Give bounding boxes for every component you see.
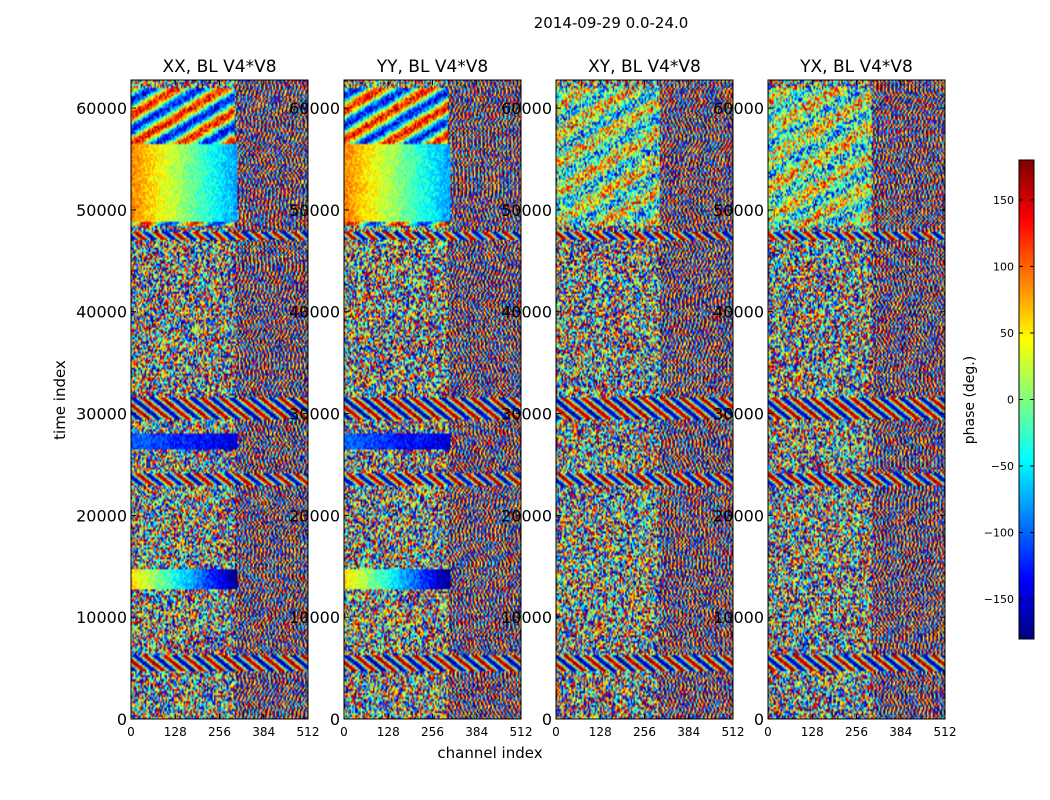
y-tick-label: 10000	[501, 608, 552, 627]
colorbar-label: phase (deg.)	[962, 356, 978, 444]
y-tick-label: 40000	[289, 303, 340, 322]
x-tick-label: 256	[845, 725, 868, 739]
panel-yx: YX, BL V4*V8 0 128 256 384 512 0 10000 20000 3000…	[713, 57, 956, 739]
y-tick-label: 20000	[289, 506, 340, 525]
y-tick-label: 40000	[501, 303, 552, 322]
colorbar-tick-label: 0	[1007, 394, 1014, 407]
phase-image	[344, 80, 521, 719]
colorbar-tick-label: 50	[1000, 327, 1014, 340]
y-tick-label: 60000	[76, 99, 127, 118]
x-tick-label: 256	[208, 725, 231, 739]
colorbar-tick-label: −150	[984, 593, 1014, 606]
y-axis-label: time index	[51, 360, 69, 440]
y-tick-label: 50000	[289, 201, 340, 220]
y-tick-label: 20000	[76, 506, 127, 525]
y-tick-label: 50000	[713, 201, 764, 220]
y-tick-label: 0	[754, 710, 764, 729]
y-tick-label: 20000	[713, 506, 764, 525]
y-tick-label: 40000	[713, 303, 764, 322]
panel-xy: XY, BL V4*V8 0 128 256 384 512 0 10000 20000 3000…	[501, 57, 744, 739]
phase-image	[556, 80, 733, 719]
panel-title: XX, BL V4*V8	[162, 57, 276, 77]
y-tick-label: 10000	[713, 608, 764, 627]
x-tick-label: 128	[377, 725, 400, 739]
x-tick-label: 384	[889, 725, 912, 739]
x-tick-label: 384	[465, 725, 488, 739]
panel-title: YX, BL V4*V8	[799, 57, 913, 77]
y-tick-label: 20000	[501, 506, 552, 525]
x-tick-label: 512	[510, 725, 533, 739]
colorbar: −150 −100 −50 0 50 100 150	[984, 159, 1035, 640]
panel-xx: XX, BL V4*V8 0 128 256 384 512 0 10000 20000 3000…	[76, 57, 319, 739]
colorbar-tick-label: 150	[993, 194, 1014, 207]
colorbar-gradient	[1019, 160, 1034, 639]
figure-title: 2014-09-29 0.0-24.0	[534, 14, 689, 32]
x-tick-label: 512	[297, 725, 320, 739]
y-tick-label: 0	[542, 710, 552, 729]
y-tick-label: 0	[117, 710, 127, 729]
x-tick-label: 0	[764, 725, 772, 739]
panel-title: YY, BL V4*V8	[376, 57, 489, 77]
y-tick-label: 50000	[501, 201, 552, 220]
y-tick-label: 30000	[289, 405, 340, 424]
y-tick-label: 10000	[76, 608, 127, 627]
y-tick-label: 60000	[713, 99, 764, 118]
y-tick-label: 60000	[289, 99, 340, 118]
x-tick-label: 384	[252, 725, 275, 739]
y-tick-label: 10000	[289, 608, 340, 627]
x-tick-label: 256	[421, 725, 444, 739]
x-tick-label: 512	[934, 725, 957, 739]
x-tick-label: 384	[677, 725, 700, 739]
panels: XX, BL V4*V8 0 128 256 384 512 0 10000 20000 3000…	[76, 57, 956, 739]
x-tick-label: 512	[722, 725, 745, 739]
x-tick-label: 128	[589, 725, 612, 739]
colorbar-tick-label: 100	[993, 260, 1014, 273]
x-tick-label: 0	[127, 725, 135, 739]
x-tick-label: 0	[340, 725, 348, 739]
colorbar-tick-label: −100	[984, 527, 1014, 540]
phase-image	[131, 80, 308, 719]
y-tick-label: 50000	[76, 201, 127, 220]
x-tick-label: 128	[801, 725, 824, 739]
y-tick-label: 30000	[501, 405, 552, 424]
y-tick-label: 60000	[501, 99, 552, 118]
y-tick-label: 0	[330, 710, 340, 729]
y-tick-label: 30000	[76, 405, 127, 424]
panel-title: XY, BL V4*V8	[588, 57, 701, 77]
phase-image	[768, 80, 945, 719]
colorbar-tick-label: −50	[991, 460, 1014, 473]
y-tick-label: 40000	[76, 303, 127, 322]
panel-yy: YY, BL V4*V8 0 128 256 384 512 0 10000 20000 3000…	[289, 57, 532, 739]
x-tick-label: 256	[633, 725, 656, 739]
x-tick-label: 0	[552, 725, 560, 739]
x-tick-label: 128	[164, 725, 187, 739]
x-axis-label: channel index	[437, 744, 542, 762]
y-tick-label: 30000	[713, 405, 764, 424]
